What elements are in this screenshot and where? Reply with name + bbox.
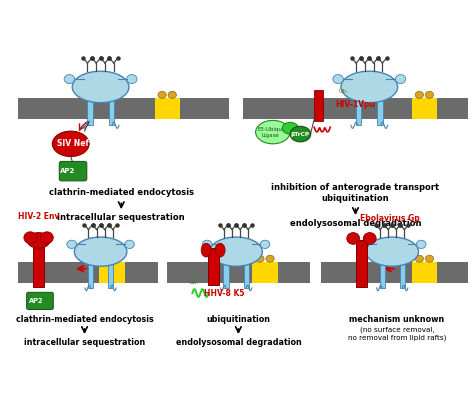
Bar <box>155 98 180 119</box>
Text: E3-Ubiqu.
Ligase: E3-Ubiqu. Ligase <box>257 127 284 138</box>
Bar <box>223 253 228 288</box>
Circle shape <box>256 255 264 262</box>
Circle shape <box>425 91 434 98</box>
Bar <box>33 242 44 287</box>
Circle shape <box>260 240 270 248</box>
Bar <box>356 89 361 125</box>
Text: SIV Nef: SIV Nef <box>57 140 89 148</box>
Text: endolysosomal degradation: endolysosomal degradation <box>290 219 421 228</box>
Circle shape <box>266 255 274 262</box>
Text: intracellular sequestration: intracellular sequestration <box>57 213 185 222</box>
Text: ubiquitination: ubiquitination <box>206 315 270 324</box>
Circle shape <box>333 75 343 83</box>
Circle shape <box>415 255 423 262</box>
Text: Ub.: Ub. <box>188 280 199 285</box>
Ellipse shape <box>74 237 127 266</box>
Circle shape <box>103 255 111 262</box>
Ellipse shape <box>255 120 290 144</box>
FancyBboxPatch shape <box>59 162 87 181</box>
Ellipse shape <box>40 232 53 244</box>
Ellipse shape <box>341 71 398 103</box>
Text: HIV-2 Env: HIV-2 Env <box>18 212 59 221</box>
Circle shape <box>64 75 74 83</box>
Bar <box>321 262 468 283</box>
Bar <box>412 98 437 119</box>
Text: clathrin-mediated endocytosis: clathrin-mediated endocytosis <box>16 315 154 324</box>
Bar <box>108 253 113 288</box>
Text: HHV-8 K5: HHV-8 K5 <box>204 288 245 298</box>
Ellipse shape <box>290 126 311 142</box>
Ellipse shape <box>363 233 376 244</box>
Bar <box>244 253 249 288</box>
Text: βTrCP: βTrCP <box>291 132 310 136</box>
Circle shape <box>125 240 134 248</box>
Text: Ub.: Ub. <box>339 89 349 94</box>
Ellipse shape <box>347 233 360 244</box>
Bar <box>252 262 278 283</box>
Bar <box>208 248 219 285</box>
Text: AP2: AP2 <box>29 298 44 304</box>
Ellipse shape <box>282 122 298 134</box>
Bar <box>109 89 114 125</box>
Circle shape <box>202 240 212 248</box>
Circle shape <box>67 240 76 248</box>
Circle shape <box>425 255 434 262</box>
Ellipse shape <box>27 233 50 248</box>
Circle shape <box>158 91 166 98</box>
Circle shape <box>415 91 423 98</box>
Ellipse shape <box>24 232 37 244</box>
Circle shape <box>113 255 121 262</box>
Bar <box>377 89 383 125</box>
Ellipse shape <box>201 243 211 257</box>
Text: Ebolavirus Gp: Ebolavirus Gp <box>360 214 420 223</box>
Bar <box>167 262 310 283</box>
Bar <box>88 253 93 288</box>
Circle shape <box>395 75 406 83</box>
FancyBboxPatch shape <box>27 292 53 309</box>
Ellipse shape <box>215 243 225 257</box>
Text: mechanism unknown: mechanism unknown <box>349 315 445 324</box>
Ellipse shape <box>52 131 89 156</box>
Text: inhibition of anterograde transport
ubiquitination: inhibition of anterograde transport ubiq… <box>272 182 439 203</box>
Text: AP2: AP2 <box>60 168 75 174</box>
Circle shape <box>127 75 137 83</box>
Bar <box>356 241 367 287</box>
Bar <box>87 89 92 125</box>
Circle shape <box>416 240 426 248</box>
Ellipse shape <box>366 237 419 266</box>
Text: intracellular sequestration: intracellular sequestration <box>24 338 145 347</box>
Text: endolysosomal degradation: endolysosomal degradation <box>175 338 301 347</box>
Bar <box>18 98 229 119</box>
Text: clathrin-mediated endocytosis: clathrin-mediated endocytosis <box>49 188 194 197</box>
Ellipse shape <box>72 71 129 103</box>
Ellipse shape <box>210 237 262 266</box>
Circle shape <box>358 240 368 248</box>
Text: HIV-1Vpu: HIV-1Vpu <box>335 100 375 109</box>
Bar <box>18 262 158 283</box>
Bar <box>100 262 125 283</box>
Bar <box>243 98 468 119</box>
Bar <box>400 253 405 288</box>
Bar <box>412 262 437 283</box>
Bar <box>314 90 323 121</box>
Bar <box>380 253 385 288</box>
Text: (no surface removal,
no removal from lipid rafts): (no surface removal, no removal from lip… <box>347 327 446 341</box>
Circle shape <box>168 91 176 98</box>
